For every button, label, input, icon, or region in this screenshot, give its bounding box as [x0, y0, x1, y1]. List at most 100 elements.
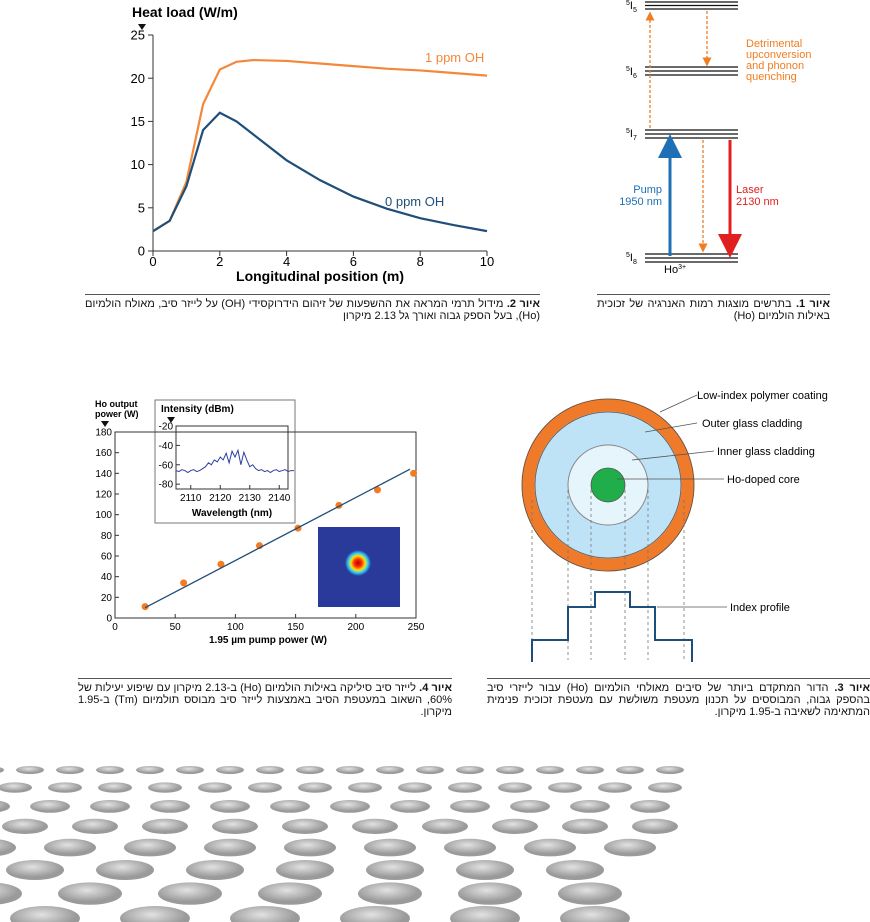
- decor-dot: [30, 800, 70, 813]
- x-axis-title: 1.95 µm pump power (W): [209, 635, 327, 646]
- caption: איור 1. בתרשים מוצגות רמות האנרגיה של זכ…: [597, 294, 830, 322]
- x-tick-label: 2110: [180, 493, 202, 504]
- level-label: 5I8: [626, 252, 637, 266]
- y-axis-title: Ho output: [95, 399, 137, 409]
- decor-dot: [284, 838, 336, 857]
- decor-dot: [120, 906, 190, 922]
- decor-dot: [270, 800, 310, 813]
- caption: איור 2. מידול תרמי המראה את ההשפעות של ז…: [85, 294, 540, 322]
- decor-dot: [276, 860, 334, 880]
- decor-dot: [142, 818, 188, 835]
- y-tick-label: 180: [95, 428, 112, 439]
- decor-dot: [498, 782, 532, 793]
- y-tick-label: 40: [101, 572, 113, 583]
- inset-frame: [154, 399, 296, 524]
- upconversion-text: quenching: [746, 71, 797, 83]
- level-sub: 5: [633, 7, 637, 14]
- y-tick-label: 100: [95, 510, 112, 521]
- y-tick-label: 5: [138, 200, 145, 215]
- decor-dot: [340, 906, 410, 922]
- x-tick-label: 0: [149, 254, 156, 269]
- energy-levels: [645, 1, 738, 263]
- x-tick-label: 200: [347, 622, 364, 633]
- decor-dot: [604, 838, 656, 857]
- decor-dot: [576, 766, 604, 774]
- decor-dot: [570, 800, 610, 813]
- decor-dot: [258, 882, 322, 905]
- caption-text: בתרשים מוצגות רמות האנרגיה של זכוכית באי…: [597, 298, 830, 322]
- x-tick-label: 50: [170, 622, 182, 633]
- ion-label: Ho3+: [664, 264, 686, 276]
- x-axis-title: Longitudinal position (m): [236, 268, 404, 284]
- level-sub: 8: [633, 259, 637, 266]
- beam-spot: [345, 550, 371, 576]
- series-line: [152, 111, 488, 233]
- decor-dot: [496, 766, 524, 774]
- y-tick-label: 80: [101, 531, 113, 542]
- axis-arrow: [101, 421, 109, 427]
- level-letter: I: [630, 0, 633, 12]
- axis-arrow: [138, 24, 146, 30]
- level-sup: 5: [626, 252, 630, 259]
- level-sub: 6: [633, 73, 637, 80]
- decor-dot: [90, 800, 130, 813]
- fiber-label: Ho-doped core: [727, 474, 800, 486]
- y-tick-label: 25: [131, 28, 145, 43]
- series-line: [152, 58, 488, 233]
- caption-text: מידול תרמי המראה את ההשפעות של זיהום היד…: [85, 298, 540, 322]
- decor-dot: [458, 882, 522, 905]
- fiber-label: Outer glass cladding: [702, 418, 802, 430]
- decor-dots: [0, 766, 684, 922]
- decor-dot: [0, 767, 4, 773]
- decor-dot: [398, 782, 432, 793]
- x-axis-title: Wavelength (nm): [192, 508, 272, 519]
- pump-text: Pump: [633, 184, 662, 196]
- decor-dot: [6, 860, 64, 880]
- y-tick-label: 140: [95, 469, 112, 480]
- caption-text: הדור המתקדם ביותר של סיבים מאולחי הולמיו…: [487, 682, 870, 718]
- decor-dot: [230, 906, 300, 922]
- decor-dot: [98, 782, 132, 793]
- decor-dot: [416, 766, 444, 774]
- laser-text: 2130 nm: [736, 196, 779, 208]
- axis-arrow: [167, 417, 175, 423]
- pump-text: 1950 nm: [619, 196, 662, 208]
- decor-dot: [546, 860, 604, 880]
- plot-frame: [175, 425, 289, 490]
- decor-dot: [492, 818, 538, 835]
- caption-label: איור 4.: [419, 682, 452, 694]
- level-sup: 5: [626, 128, 630, 135]
- upconversion-label: Detrimental upconversion and phonon quenchi…: [746, 38, 811, 83]
- y-axis-title: Heat load (W/m): [132, 4, 238, 20]
- decor-dot: [296, 766, 324, 774]
- chart: 0 20 40 60 80 100 120 140 160 180 0 50 100 150 200 250 H…: [95, 399, 425, 646]
- decor-dot: [136, 766, 164, 774]
- decor-dot: [58, 882, 122, 905]
- outer-cladding: [534, 411, 682, 559]
- decor-dot: [560, 906, 630, 922]
- chart: -20 -40 -60 -80 2110 2120 2130 2140 Intensity (d…: [159, 404, 294, 519]
- level-sup: 5: [626, 66, 630, 73]
- level-label: 5I5: [626, 0, 637, 14]
- level-label: 5I7: [626, 128, 637, 142]
- x-tick-label: 6: [350, 254, 357, 269]
- decor-dot: [210, 800, 250, 813]
- y-axis-title: power (W): [95, 409, 139, 419]
- decor-dot: [656, 766, 684, 774]
- data-point: [373, 486, 381, 494]
- data-point: [180, 579, 188, 587]
- data-point: [217, 560, 225, 568]
- decor-dot: [248, 782, 282, 793]
- fiber-label: Inner glass cladding: [717, 446, 815, 458]
- decor-dot: [256, 766, 284, 774]
- upconversion-text: and phonon: [746, 60, 804, 72]
- fiber-diagram: Low-index polymer coating Outer glass cl…: [521, 390, 828, 662]
- decor-dot: [450, 906, 520, 922]
- decor-dot: [16, 766, 44, 774]
- decor-dot: [558, 882, 622, 905]
- y-tick-label: 20: [131, 71, 145, 86]
- level-label: 5I6: [626, 66, 637, 80]
- decor-dot: [456, 766, 484, 774]
- decor-dot: [510, 800, 550, 813]
